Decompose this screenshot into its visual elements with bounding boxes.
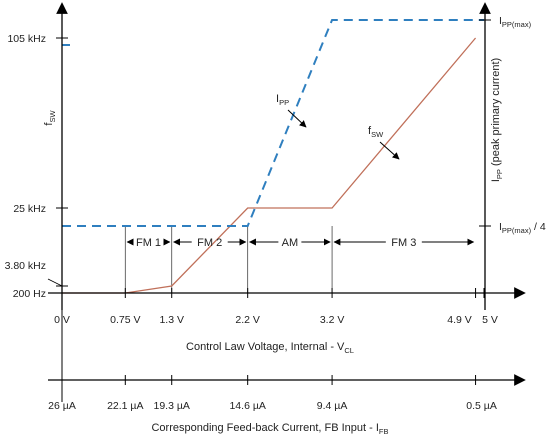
secondary-x-tick-label: 0.5 µA (466, 400, 497, 412)
secondary-x-tick-label: 14.6 µA (229, 400, 265, 412)
secondary-x-tick-label: 9.4 µA (317, 400, 348, 412)
series-label-arrow (379, 141, 400, 160)
x-axis-title: Control Law Voltage, Internal - VCL (186, 341, 354, 355)
region-label: FM 1 (136, 237, 161, 249)
series-label-ipp: IPP (276, 93, 289, 107)
region-label: AM (282, 237, 299, 249)
y-tick-label-left: 25 kHz (13, 203, 46, 215)
secondary-x-tick-label: 26 µA (48, 400, 76, 412)
x-tick-label: 4.9 V (447, 314, 472, 326)
y-tick-label-left: 200 Hz (13, 288, 46, 300)
y-tick-label-right: IPP(max) / 4 (499, 221, 546, 235)
secondary-x-tick-label: 19.3 µA (154, 400, 190, 412)
leader-line (47, 278, 63, 287)
series-line-i-pp (62, 19, 484, 227)
x-tick-label: 0.75 V (110, 314, 140, 326)
series-label-arrow (287, 109, 307, 128)
x-tick-label: 2.2 V (235, 314, 260, 326)
region-label: FM 2 (197, 237, 222, 249)
y-tick-label-left: 105 kHz (7, 33, 46, 45)
axes (47, 2, 526, 402)
guide-lines (124, 226, 475, 293)
series-label-fsw: fSW (368, 125, 384, 139)
secondary-x-axis-title: Corresponding Feed-back Current, FB Inpu… (151, 422, 388, 436)
x-tick-label: 5 V (482, 314, 498, 326)
region-label: FM 3 (391, 237, 416, 249)
x-tick-label: 0 V (54, 314, 70, 326)
series-line-f-sw (62, 37, 477, 294)
labels: 0 V 0.75 V 1.3 V 2.2 V 3.2 V 4.9 V 5 V Control … (5, 15, 546, 436)
y-tick-label-right: IPP(max) (499, 15, 532, 29)
y-axis-title-left: fSW (43, 110, 57, 126)
secondary-x-tick-label: 22.1 µA (107, 400, 143, 412)
y-tick-label-left: 3.80 kHz (5, 260, 46, 272)
y-axis-title-right: IPP (peak primary current) (490, 58, 504, 182)
x-tick-label: 1.3 V (159, 314, 184, 326)
x-tick-label: 3.2 V (320, 314, 345, 326)
